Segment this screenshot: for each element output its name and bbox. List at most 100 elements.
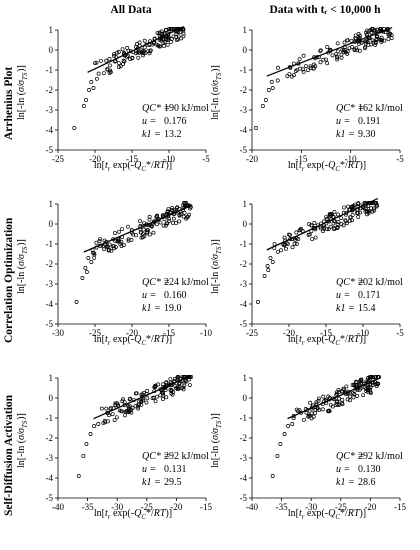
activation-energy: QC* =292 kJ/mol (336, 451, 403, 462)
data-point (121, 397, 125, 402)
data-point (81, 104, 86, 108)
data-point (345, 51, 350, 56)
data-point (374, 204, 379, 209)
activation-energy: QC* =224 kJ/mol (142, 277, 209, 288)
column-title-short-term: Data with tᵣ < 10,000 h (269, 4, 381, 16)
data-point (270, 474, 275, 478)
data-point (175, 375, 180, 379)
y-tick-label: 1 (243, 25, 248, 35)
data-point (116, 61, 121, 66)
data-point (158, 393, 163, 398)
data-point (316, 396, 321, 401)
data-point (368, 390, 373, 394)
data-point (297, 408, 302, 413)
data-point (170, 392, 175, 397)
data-point (174, 221, 179, 225)
data-point (112, 52, 116, 57)
data-point (181, 31, 186, 36)
data-point (344, 384, 349, 389)
x-tick-label: -15 (320, 328, 332, 338)
x-tick-label: -25 (335, 502, 347, 512)
x-tick-label: -10 (357, 328, 369, 338)
x-tick-label: -10 (345, 154, 357, 164)
data-point (139, 399, 144, 404)
y-tick-label: -1 (240, 65, 248, 75)
data-point (354, 380, 359, 385)
data-point (84, 270, 89, 274)
constant-k1: k1 = 15.4 (336, 303, 376, 314)
data-point (335, 212, 340, 217)
data-point (168, 388, 173, 392)
data-point (101, 71, 106, 76)
fit-parameters: QC* =292 kJ/mol u = 0.130 k1 = 28.6 (336, 450, 403, 489)
data-point (322, 225, 327, 230)
data-point (182, 380, 187, 385)
fit-parameters: QC* =202 kJ/mol u = 0.171 k1 = 15.4 (336, 276, 403, 315)
data-point (133, 404, 138, 409)
data-point (170, 220, 175, 225)
data-point (118, 64, 123, 69)
data-point (164, 395, 169, 400)
data-point (268, 256, 273, 260)
data-point (309, 223, 314, 228)
data-point (120, 399, 125, 404)
data-point (102, 238, 107, 243)
data-point (126, 224, 130, 229)
scatter-plot: -25 -20 -15 -10 -5-5-4-3-2-101 (46, 25, 211, 164)
data-point (104, 244, 109, 249)
x-tick-label: -20 (89, 154, 101, 164)
data-point (177, 219, 182, 224)
data-point (362, 385, 367, 390)
x-tick-label: -20 (283, 328, 295, 338)
exponent-u: u = 0.130 (336, 464, 381, 475)
data-point (187, 212, 192, 217)
x-tick-label: -15 (163, 328, 175, 338)
data-point (164, 28, 169, 32)
data-point (185, 215, 189, 220)
data-point (145, 389, 150, 393)
x-tick-label: -25 (89, 328, 101, 338)
data-point (370, 38, 375, 43)
fit-parameters: QC* =224 kJ/mol u = 0.160 k1 = 19.0 (142, 276, 209, 315)
data-point (97, 239, 102, 244)
y-tick-label: -1 (240, 413, 248, 423)
y-tick-label: -4 (46, 473, 54, 483)
data-point (325, 61, 330, 66)
data-point (145, 396, 150, 401)
x-tick-label: -30 (111, 502, 123, 512)
data-point (378, 38, 383, 42)
data-point (345, 397, 350, 402)
data-point (325, 216, 330, 221)
data-point (135, 41, 139, 46)
data-point (263, 98, 268, 102)
y-axis-label: ln[-ln (σ/σTS)] (210, 413, 223, 469)
y-axis-label: ln[-ln (σ/σTS)] (210, 65, 223, 121)
x-tick-label: -40 (246, 502, 258, 512)
data-point (98, 237, 103, 241)
y-tick-label: -4 (240, 299, 248, 309)
y-tick-label: -2 (46, 433, 54, 443)
data-point (315, 406, 320, 411)
data-point (366, 387, 371, 392)
x-tick-label: -5 (202, 154, 210, 164)
data-point (146, 49, 151, 54)
data-point (147, 232, 152, 237)
data-point (343, 219, 348, 224)
x-tick-label: -5 (396, 154, 404, 164)
y-tick-label: 0 (49, 219, 54, 229)
data-point (120, 227, 125, 232)
data-point (141, 227, 146, 232)
data-point (345, 38, 349, 43)
data-point (125, 45, 130, 50)
data-point (83, 266, 88, 270)
data-point (187, 383, 192, 387)
data-point (84, 442, 89, 446)
x-tick-label: -15 (394, 502, 406, 512)
chart-panel: -25 -20 -15 -10 -5 -5 -4 -3 -2 -1 0 1 ln[-ln (σ/σTS)… (210, 192, 404, 372)
data-point (304, 64, 308, 69)
data-point (92, 255, 97, 260)
exponent-u: u = 0.191 (336, 116, 381, 127)
data-point (139, 392, 144, 397)
data-point (177, 381, 181, 386)
data-point (361, 393, 366, 397)
